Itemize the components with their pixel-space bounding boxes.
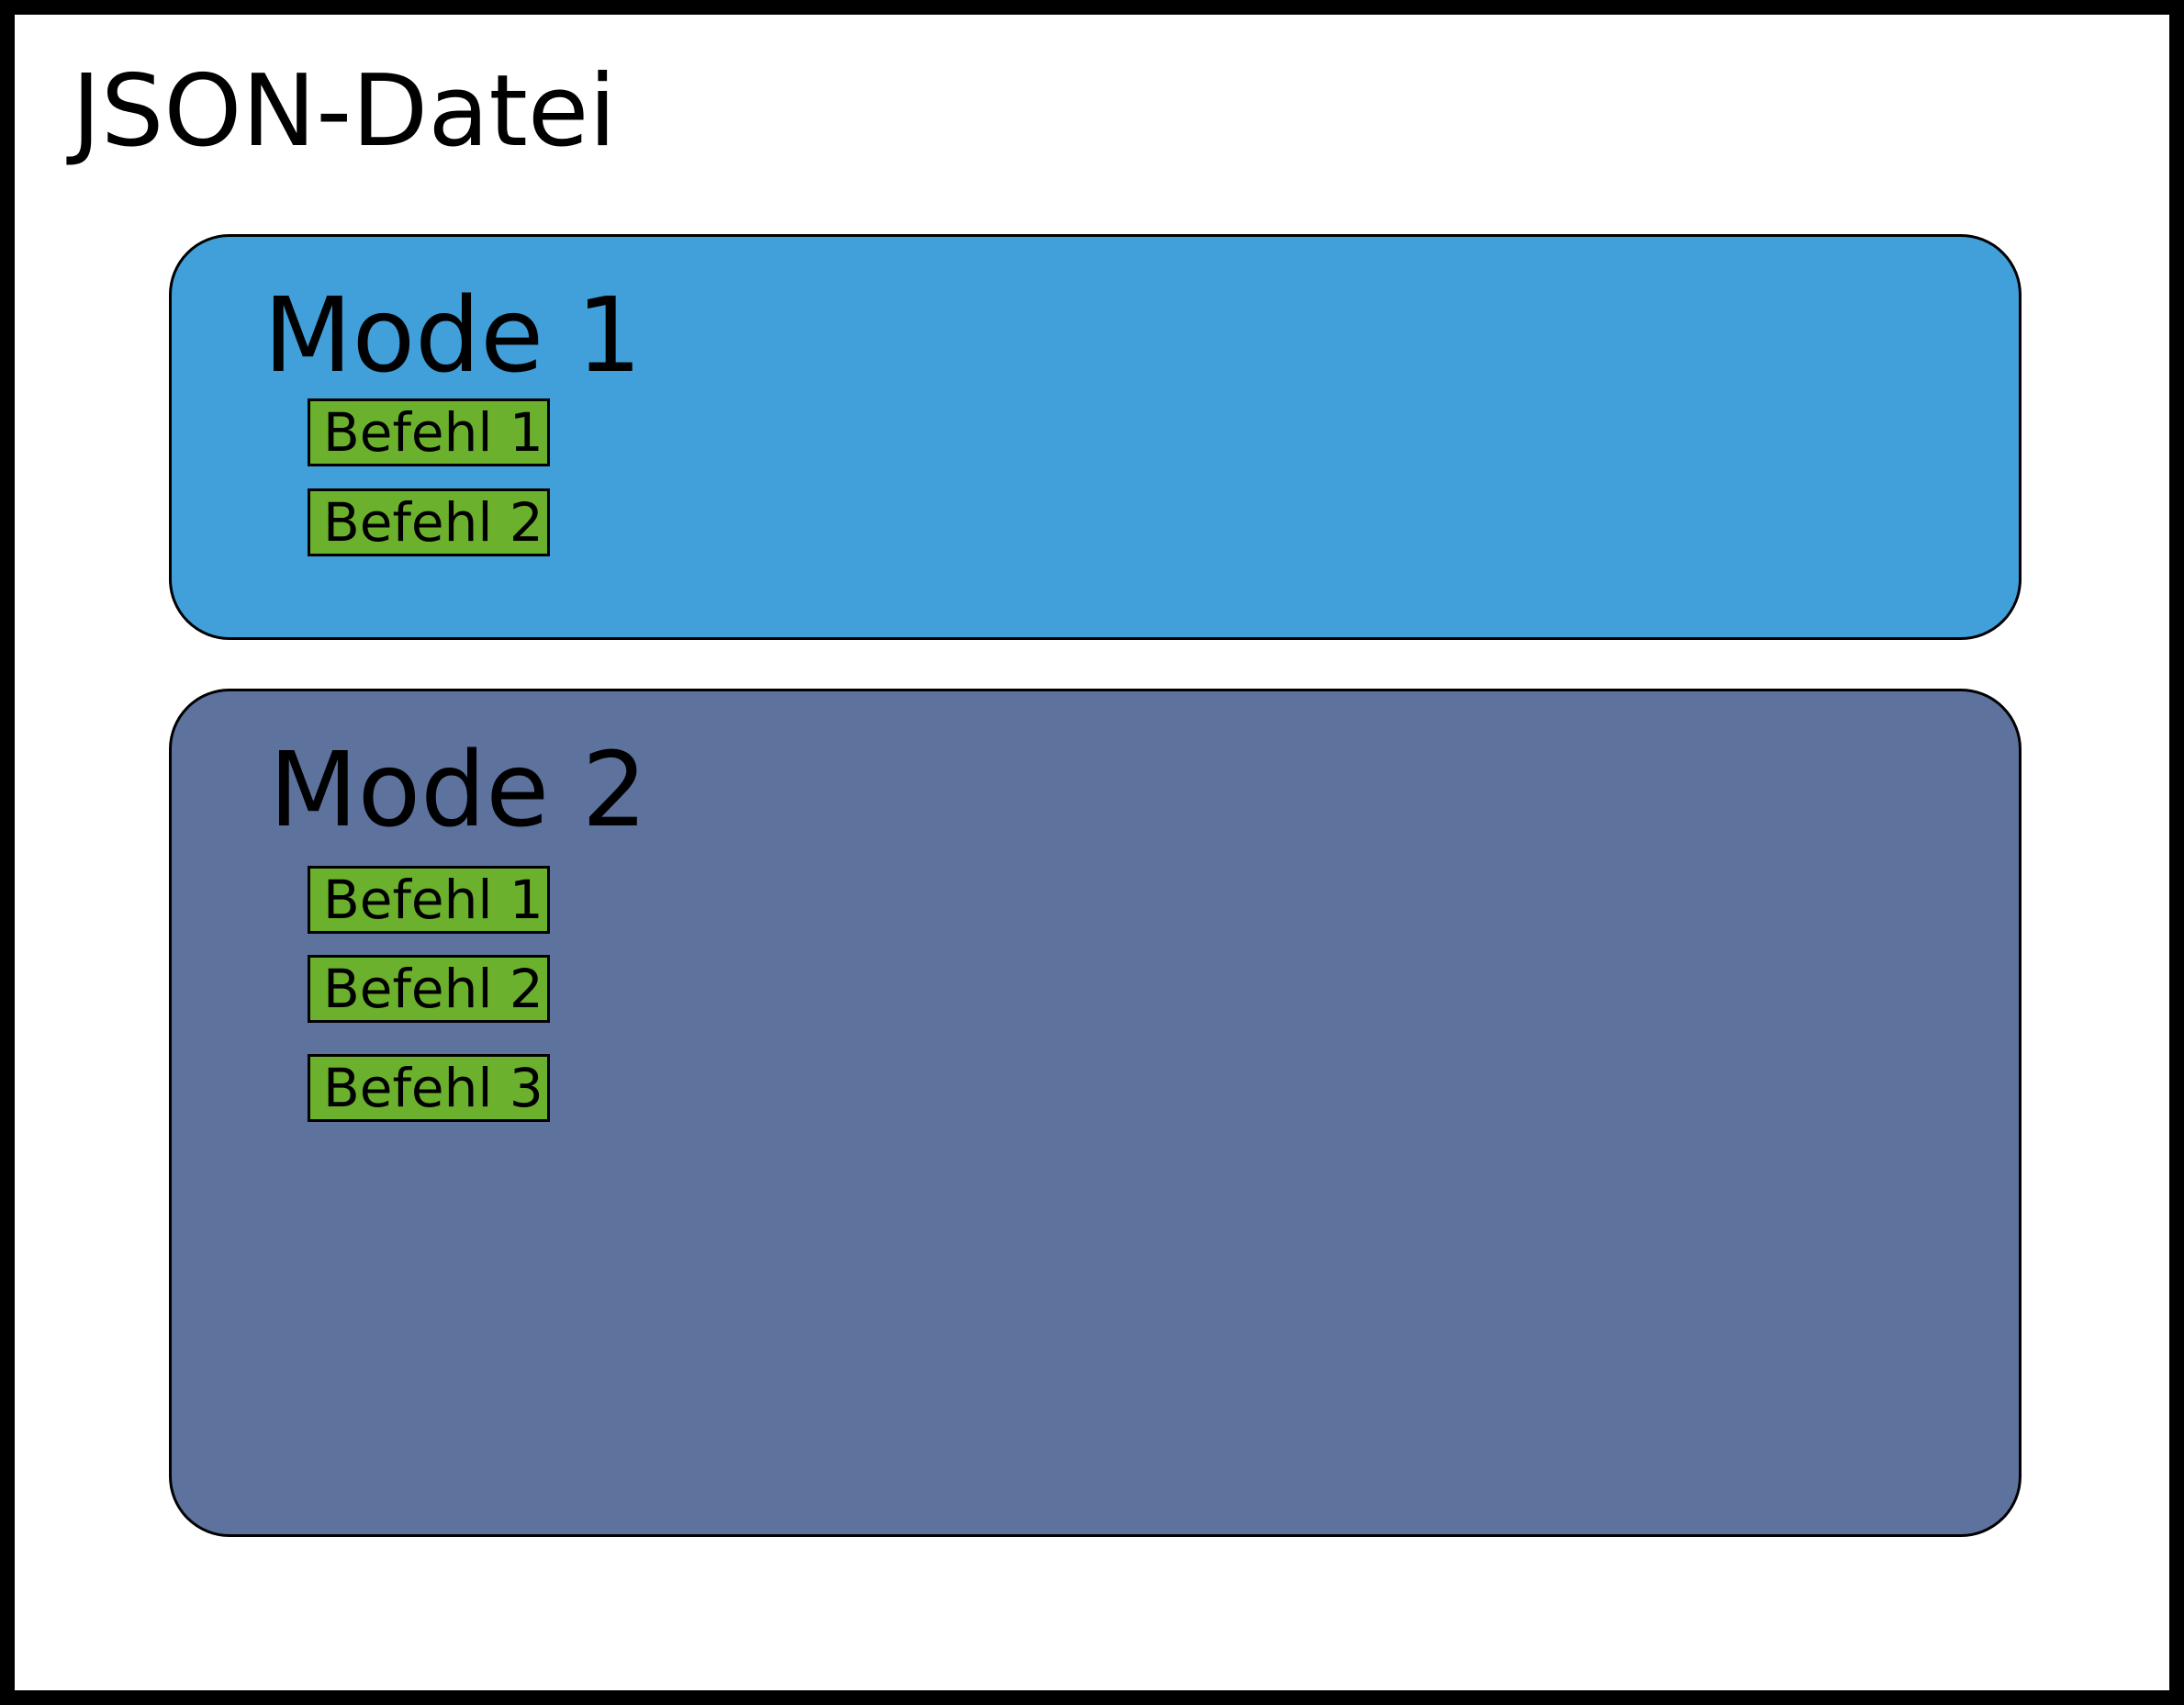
mode-2-container: Mode 2 Befehl 1 Befehl 2 Befehl 3: [169, 689, 2022, 1537]
json-file-title: JSON-Datei: [72, 54, 617, 169]
mode-2-title: Mode 2: [269, 731, 648, 850]
mode-2-command-1: Befehl 1: [308, 866, 550, 934]
mode-1-command-1: Befehl 1: [308, 398, 550, 466]
mode-2-command-3: Befehl 3: [308, 1054, 550, 1122]
mode-2-command-2: Befehl 2: [308, 955, 550, 1023]
mode-1-command-2: Befehl 2: [308, 488, 550, 556]
mode-1-title: Mode 1: [263, 276, 643, 396]
mode-1-container: Mode 1 Befehl 1 Befehl 2: [169, 234, 2022, 640]
